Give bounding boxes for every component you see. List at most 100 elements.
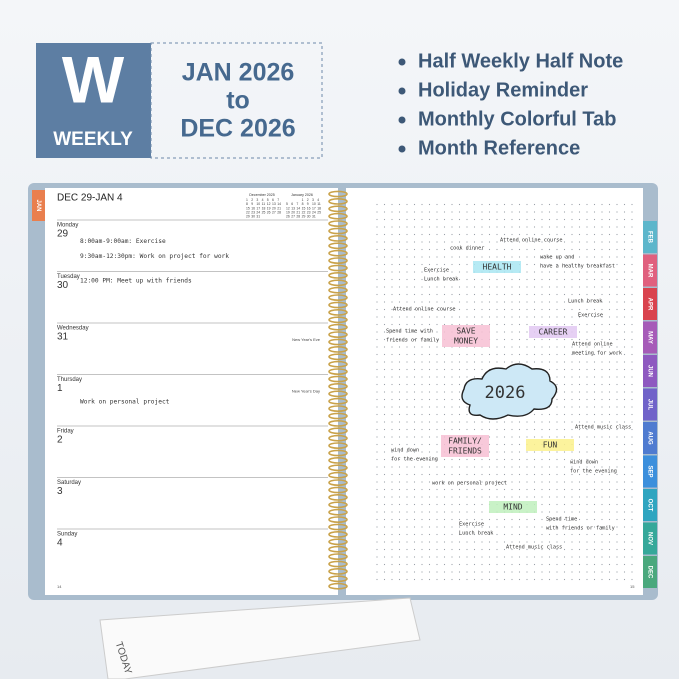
spiral-ring — [328, 360, 348, 368]
spiral-ring — [328, 471, 348, 479]
calendar-day: 22 — [302, 210, 306, 214]
topic: MIND — [503, 503, 522, 512]
spiral-ring — [328, 190, 348, 198]
left-page — [45, 188, 338, 595]
entry: 8:00am-9:00am: Exercise — [80, 238, 166, 245]
bullet — [398, 87, 406, 95]
day-date: 3 — [57, 486, 63, 497]
topic-highlight — [529, 326, 577, 338]
spiral-ring — [328, 212, 348, 220]
calendar-day: 5 — [286, 202, 288, 206]
calendar-day: 29 — [246, 215, 250, 219]
month-tab-label: MAR — [646, 264, 652, 278]
day-name: Saturday — [57, 480, 81, 486]
spiral-ring — [328, 205, 348, 213]
bullet — [398, 116, 406, 124]
entry: 9:30am-12:30pm: Work on project for work — [80, 253, 229, 260]
calendar-day: 28 — [277, 210, 281, 214]
spiral-ring — [328, 286, 348, 294]
spiral-ring — [328, 294, 348, 301]
calendar-day: 11 — [262, 202, 266, 206]
calendar-day: 15 — [302, 206, 306, 210]
calendar-day: 10 — [312, 202, 316, 206]
note: Lunch break — [568, 299, 603, 305]
day-date: 4 — [57, 538, 63, 549]
calendar-day: 21 — [296, 210, 300, 214]
calendar-day: 26 — [267, 210, 271, 214]
calendar-day: 3 — [256, 198, 258, 202]
spiral-ring — [328, 553, 348, 560]
week-heading: DEC 29-JAN 4 — [57, 193, 123, 204]
spiral-ring — [328, 531, 348, 538]
calendar-day: 31 — [312, 215, 316, 219]
month-tab-label: JUL — [646, 399, 652, 411]
spiral-ring — [328, 434, 348, 442]
month-tab — [32, 190, 45, 221]
note: cook dinner — [450, 246, 484, 252]
bullet — [398, 58, 406, 66]
note: friends or family — [386, 338, 439, 344]
spiral-ring — [328, 508, 348, 516]
day-date: 1 — [57, 383, 63, 394]
month-tab-label: NOV — [646, 532, 652, 545]
feature: Monthly Colorful Tab — [418, 108, 617, 130]
note: Spend time — [546, 517, 577, 523]
entry: 12:00 PM: Meet up with friends — [80, 278, 192, 285]
bullet — [398, 145, 406, 153]
spiral-ring — [328, 501, 348, 509]
month-tab — [643, 254, 657, 287]
spiral-ring — [328, 456, 348, 464]
page-number: 14 — [57, 584, 62, 589]
day-date: 30 — [57, 280, 69, 291]
calendar-day: 1 — [302, 198, 304, 202]
calendar-day: 29 — [302, 215, 306, 219]
calendar-day: 10 — [256, 202, 260, 206]
spiral-ring — [328, 382, 348, 390]
calendar-day: 4 — [262, 198, 264, 202]
note: Spend time with — [386, 329, 433, 335]
spiral-ring — [328, 405, 348, 412]
spiral-ring — [328, 301, 348, 309]
calendar-day: 25 — [317, 210, 321, 214]
note: Attend online — [572, 342, 613, 348]
calendar-day: 27 — [291, 215, 295, 219]
entry: Work on personal project — [80, 399, 170, 406]
spiral-ring — [328, 568, 348, 575]
note: Attend online course — [393, 307, 455, 313]
month-tab — [643, 388, 657, 421]
calendar-day: 14 — [277, 202, 281, 206]
month-tab — [643, 455, 657, 488]
day-date: 2 — [57, 435, 63, 446]
spiral-ring — [328, 331, 348, 338]
calendar-day: 7 — [296, 202, 298, 206]
note: Attend music class — [575, 425, 631, 431]
month-tab — [643, 556, 657, 588]
calendar-day: 20 — [272, 206, 276, 210]
spiral-ring — [328, 575, 348, 583]
note: for the evening — [391, 457, 438, 463]
note: Exercise — [578, 313, 603, 319]
note: for the evening — [570, 469, 617, 475]
month-tab — [643, 321, 657, 354]
month-tab-label: APR — [646, 298, 652, 311]
date-range: DEC 2026 — [180, 115, 295, 143]
note: Attend online course — [500, 238, 562, 244]
center-label: 2026 — [485, 383, 526, 403]
calendar-day: 13 — [272, 202, 276, 206]
note: meeting for work — [572, 351, 623, 357]
month-tab-label: JAN — [35, 199, 41, 211]
note: Lunch break — [424, 277, 459, 283]
holiday: New Year's Day — [292, 389, 320, 394]
note: wind down — [570, 460, 598, 466]
month-tab-label: AUG — [646, 431, 652, 445]
spiral-ring — [328, 257, 348, 264]
month-tab — [643, 422, 657, 454]
note: Exercise — [424, 268, 449, 274]
topic: FRIENDS — [448, 447, 482, 456]
calendar-day: 31 — [256, 215, 260, 219]
spiral-ring — [328, 397, 348, 405]
calendar-day: 24 — [256, 210, 260, 214]
note: Attend music class — [506, 545, 562, 551]
spiral-ring — [328, 486, 348, 494]
calendar-day: 27 — [272, 210, 276, 214]
